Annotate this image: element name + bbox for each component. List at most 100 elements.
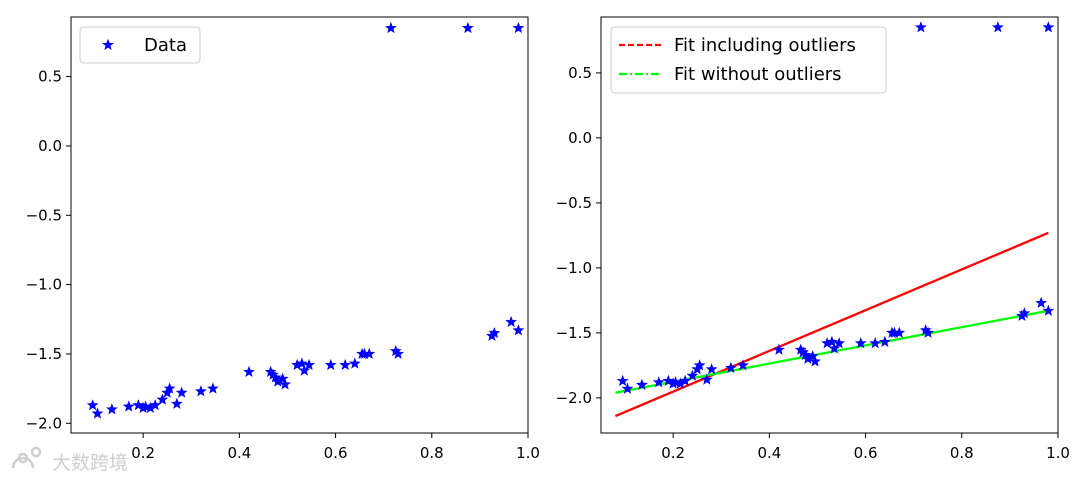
data-point [461,21,474,34]
data-point [385,21,397,34]
data-point [1042,21,1055,33]
data-point [674,377,687,389]
data-point [170,397,183,409]
data-point [1042,304,1055,316]
data-point [821,337,833,349]
data-point [794,343,807,355]
y-tick-label: 0.5 [568,64,592,82]
data-point [105,403,118,415]
data-point [132,399,145,411]
data-point [358,347,371,359]
data-point [799,348,812,361]
legend-data-marker [102,38,114,51]
data-point [919,324,932,336]
right-fit-panel: 0.2 0.4 0.6 0.8 1.0 −2.0 −1.5 −1.0 −0.5 0.0 0.5 Fit… [556,16,1070,462]
data-point [194,385,207,397]
data-point [616,374,629,387]
data-point [139,400,152,412]
data-point [363,347,376,359]
data-point [264,365,277,377]
legend-label: Fit including outliers [674,35,856,56]
data-point [243,365,255,377]
watermark-text: 大数跨境 [52,452,128,474]
x-tick-label: 0.8 [420,444,444,462]
fit-including-outliers-line [614,231,1049,418]
data-point [512,21,525,34]
y-tick-label: −0.5 [26,206,62,224]
data-point [298,364,311,376]
data-point [991,21,1004,33]
data-point [826,335,838,348]
y-tick-label: 0.0 [568,129,592,147]
y-tick-label: −0.5 [556,194,592,212]
data-point [276,372,289,384]
x-tick-label: 0.6 [854,444,878,462]
legend-label: Fit without outliers [674,64,842,85]
x-tick-label: 0.2 [661,444,685,462]
data-point [700,373,713,385]
data-point [324,358,337,371]
data-point [621,382,634,394]
data-point [505,315,518,328]
data-point [348,357,361,369]
data-point [806,350,819,362]
data-point [686,369,699,381]
data-point [915,21,927,33]
data-point [1035,296,1048,309]
data-point [156,393,169,405]
data-point [122,400,135,412]
data-point [269,371,282,383]
data-point [828,342,841,354]
left-scatter-panel: 0.2 0.4 0.6 0.8 1.0 −2.0 −1.5 −1.0 −0.5 0.0 0.5 Dat… [26,16,540,462]
x-tick-label: 0.2 [131,444,155,462]
data-point [724,361,737,374]
data-point [1018,307,1031,319]
data-point [773,343,785,355]
data-point [91,407,104,419]
legend-label: Data [144,35,187,56]
y-tick-label: −1.0 [26,276,62,294]
y-tick-label: 0.5 [38,68,62,86]
x-tick-label: 0.8 [950,444,974,462]
data-point [279,378,291,390]
data-point [163,382,176,394]
data-point [693,359,706,371]
data-point [737,359,749,371]
data-point [144,401,157,414]
data-point [392,347,405,359]
y-tick-label: 0.0 [38,137,62,155]
x-tick-label: 1.0 [516,444,540,462]
data-point [869,337,882,349]
data-point [291,358,303,371]
data-point [339,358,352,371]
legend-box [79,26,201,64]
y-tick-label: −1.5 [556,324,592,342]
data-point [303,358,316,371]
y-tick-label: −1.5 [26,345,62,363]
data-point [175,386,188,398]
data-point [679,374,692,387]
data-point [854,337,867,349]
data-point [512,324,525,336]
data-point [652,376,665,388]
y-tick-label: −2.0 [556,389,592,407]
data-point [149,399,162,411]
x-tick-label: 0.4 [227,444,251,462]
plot-area [71,17,528,433]
data-point [893,326,906,338]
data-point [809,355,821,367]
data-point [662,374,675,387]
data-point [86,399,99,411]
x-tick-label: 1.0 [1046,444,1070,462]
axes-frame [600,16,1059,434]
data-point [389,344,402,357]
data-point [797,346,809,358]
watermark: 大数跨境 [11,446,128,474]
x-tick-label: 0.6 [324,444,348,462]
data-point [488,326,501,339]
data-point [271,375,284,387]
data-point [878,335,891,348]
axes-frame [70,16,529,434]
y-tick-label: −1.0 [556,259,592,277]
